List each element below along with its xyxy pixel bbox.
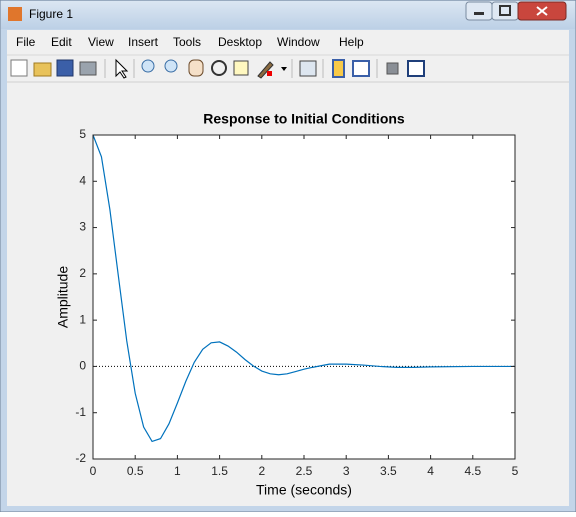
axes-box (92, 134, 516, 460)
x-axis-label: Time (seconds) (256, 482, 352, 498)
print-icon[interactable] (79, 61, 97, 76)
zoom-out-icon[interactable] (164, 59, 178, 73)
pointer-icon[interactable] (115, 58, 129, 79)
zoom-in-icon[interactable] (141, 59, 155, 73)
menu-item[interactable]: Help (339, 35, 364, 49)
menu-item[interactable]: Insert (128, 35, 159, 49)
close-glyph (536, 6, 548, 16)
y-tick-label: 5 (79, 127, 86, 141)
y-tick-label: 4 (79, 173, 86, 187)
menu-item[interactable]: File (16, 35, 36, 49)
y-tick-label: 1 (79, 312, 86, 326)
x-tick-label: 2.5 (296, 464, 313, 478)
menu-item[interactable]: Edit (51, 35, 72, 49)
app-icon (8, 7, 22, 21)
data-line (92, 134, 515, 443)
maximize-button[interactable] (491, 1, 519, 21)
save-icon[interactable] (56, 59, 74, 77)
brush-color (267, 71, 272, 76)
datatip-icon[interactable] (233, 60, 249, 76)
toolbar (10, 58, 425, 79)
brush-icon[interactable] (257, 61, 274, 79)
legend-icon[interactable] (352, 60, 370, 77)
y-tick-label: 3 (79, 220, 86, 234)
x-tick-label: 3.5 (380, 464, 397, 478)
axes: 0 0.5 1 1.5 2 2.5 3 3.5 4 4.5 5 -2 -1 0 1 2 3 4 5 (75, 127, 518, 478)
y-tick-label: -1 (75, 405, 86, 419)
menu-item[interactable]: View (88, 35, 114, 49)
minimize-glyph (474, 12, 484, 15)
y-tick-label: 0 (79, 359, 86, 373)
hide-tools-icon[interactable] (386, 62, 399, 75)
x-tick-label: 4.5 (464, 464, 481, 478)
minimize-button[interactable] (465, 1, 493, 21)
x-tick-label: 5 (512, 464, 519, 478)
rotate-icon[interactable] (211, 60, 227, 76)
x-tick-label: 4 (427, 464, 434, 478)
x-tick-label: 0 (90, 464, 97, 478)
new-icon[interactable] (10, 59, 28, 77)
link-icon[interactable] (299, 60, 317, 77)
menu-item[interactable]: Window (277, 35, 320, 49)
dropdown-arrow[interactable] (281, 67, 287, 71)
y-tick-label: -2 (75, 451, 86, 465)
x-tick-label: 0.5 (127, 464, 144, 478)
y-axis-label: Amplitude (55, 266, 71, 328)
x-tick-label: 2 (258, 464, 265, 478)
menu-bar: File Edit View Insert Tools Desktop Window Help (16, 35, 364, 49)
x-tick-label: 1 (174, 464, 181, 478)
open-icon[interactable] (33, 62, 52, 77)
plot-area (93, 135, 515, 459)
menu-item[interactable]: Desktop (218, 35, 262, 49)
colorbar-icon[interactable] (332, 59, 345, 78)
window-title: Figure 1 (29, 7, 73, 21)
x-tick-label: 1.5 (211, 464, 228, 478)
chart-title: Response to Initial Conditions (203, 111, 405, 127)
maximize-glyph (499, 5, 511, 16)
x-tick-label: 3 (343, 464, 350, 478)
y-tick-label: 2 (79, 266, 86, 280)
pan-icon[interactable] (188, 59, 204, 77)
show-tools-icon[interactable] (407, 60, 425, 77)
menu-item[interactable]: Tools (173, 35, 201, 49)
